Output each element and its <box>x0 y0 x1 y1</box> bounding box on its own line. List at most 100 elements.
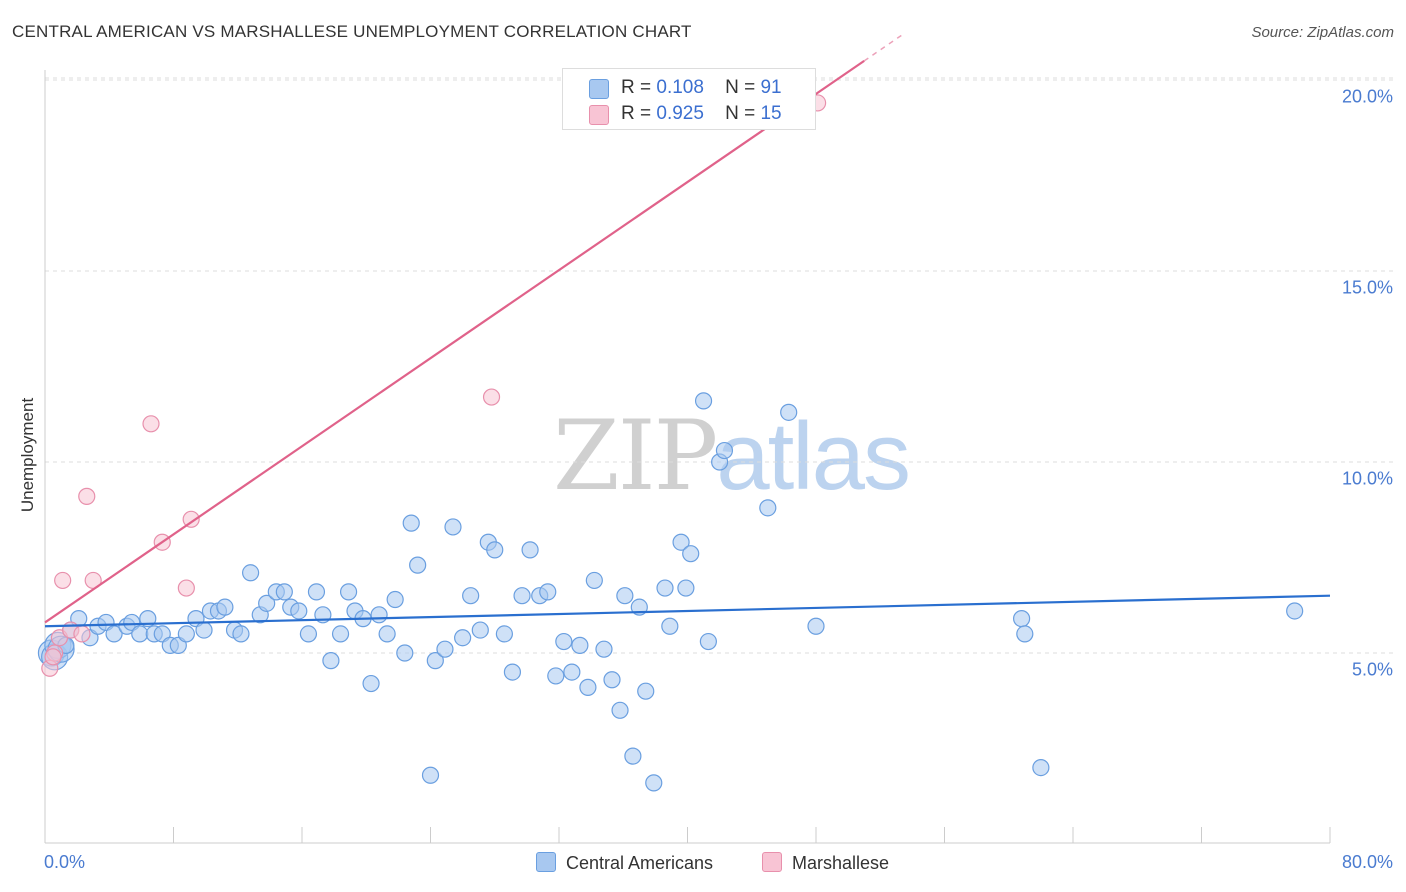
data-point-central-americans <box>486 541 504 559</box>
data-point-central-americans <box>585 571 603 590</box>
data-point-central-americans <box>242 564 260 582</box>
y-tick-label: 15.0% <box>1341 277 1393 298</box>
data-point-central-americans <box>780 403 798 421</box>
data-point-central-americans <box>616 587 634 605</box>
legend-swatch-pink <box>762 852 782 872</box>
data-point-marshallese <box>73 625 91 643</box>
data-point-central-americans <box>421 766 440 784</box>
data-point-central-americans <box>105 625 123 643</box>
y-tick-label: 10.0% <box>1341 468 1393 489</box>
data-point-central-americans <box>299 625 318 643</box>
legend-r-value: 0.108 <box>656 77 704 98</box>
data-point-central-americans <box>396 644 414 662</box>
data-point-central-americans <box>258 594 276 612</box>
legend-label: Central Americans <box>566 853 714 873</box>
data-point-central-americans <box>521 541 539 559</box>
y-tick-label: 5.0% <box>1351 659 1393 680</box>
data-point-central-americans <box>677 579 695 597</box>
data-point-central-americans <box>624 747 642 765</box>
data-point-central-americans <box>462 587 480 605</box>
data-point-marshallese <box>182 510 200 528</box>
data-point-central-americans <box>579 678 597 696</box>
data-point-central-americans <box>370 606 388 624</box>
data-point-central-americans <box>195 621 213 639</box>
data-point-central-americans <box>563 663 581 681</box>
legend-r-label: R = <box>621 77 652 98</box>
chart-title: CENTRAL AMERICAN VS MARSHALLESE UNEMPLOY… <box>12 22 692 41</box>
data-point-central-americans <box>661 617 679 635</box>
y-tick-label: 20.0% <box>1341 86 1393 107</box>
x-tick-label: 0.0% <box>44 852 86 872</box>
data-point-central-americans <box>1012 610 1031 628</box>
data-point-central-americans <box>571 636 589 654</box>
data-point-marshallese <box>44 648 62 666</box>
data-point-central-americans <box>611 701 629 719</box>
data-point-central-americans <box>1286 602 1304 620</box>
correlation-legend: R = 0.108 N = 91 R = 0.925 N = 15 <box>562 68 816 130</box>
data-point-central-americans <box>547 667 565 685</box>
source-label: Source: ZipAtlas.com <box>1251 24 1394 41</box>
data-point-central-americans <box>495 625 513 643</box>
data-point-central-americans <box>1016 625 1034 643</box>
data-point-marshallese <box>142 415 160 433</box>
data-point-central-americans <box>471 621 489 639</box>
data-point-central-americans <box>645 774 663 792</box>
data-point-central-americans <box>402 514 420 532</box>
data-point-central-americans <box>216 598 234 616</box>
legend-r-value: 0.925 <box>656 103 704 124</box>
data-point-marshallese <box>54 571 72 590</box>
data-point-central-americans <box>331 625 350 643</box>
bottom-legend-central-americans: Central Americans <box>536 852 713 874</box>
trend-line-central-americans <box>44 594 1331 628</box>
data-point-central-americans <box>339 583 358 601</box>
y-axis-label: Unemployment <box>18 397 37 513</box>
legend-n-label: N = <box>725 77 756 98</box>
data-point-central-americans <box>1032 758 1050 777</box>
data-point-central-americans <box>672 533 690 551</box>
legend-r-label: R = <box>621 103 652 124</box>
data-point-central-americans <box>454 629 472 647</box>
data-point-central-americans <box>656 579 674 597</box>
data-point-central-americans <box>694 392 713 410</box>
data-point-central-americans <box>807 617 825 635</box>
data-point-central-americans <box>386 590 404 609</box>
data-point-central-americans <box>307 583 326 601</box>
data-point-central-americans <box>759 499 777 517</box>
data-point-central-americans <box>637 682 655 700</box>
data-point-central-americans <box>131 625 149 643</box>
data-point-central-americans <box>426 652 444 670</box>
legend-n-label: N = <box>725 103 756 124</box>
data-point-central-americans <box>290 602 308 620</box>
trend-line-marshallese <box>44 59 865 624</box>
legend-swatch-blue <box>536 852 556 872</box>
data-point-marshallese <box>78 487 96 505</box>
data-point-central-americans <box>503 663 522 681</box>
data-point-central-americans <box>699 632 717 651</box>
data-point-central-americans <box>275 583 293 601</box>
legend-label: Marshallese <box>792 853 890 873</box>
data-point-central-americans <box>513 587 531 605</box>
legend-swatch-pink <box>589 105 609 125</box>
data-point-central-americans <box>362 674 380 693</box>
data-point-central-americans <box>715 441 734 460</box>
bottom-legend-marshallese: Marshallese <box>762 852 889 874</box>
data-point-central-americans <box>177 625 195 643</box>
data-point-marshallese <box>482 388 501 406</box>
data-point-central-americans <box>682 545 700 563</box>
data-point-central-americans <box>436 640 454 658</box>
data-point-central-americans <box>603 671 621 689</box>
data-point-central-americans <box>539 583 557 601</box>
data-point-central-americans <box>555 632 573 651</box>
legend-n-value: 91 <box>760 77 782 98</box>
legend-n-value: 15 <box>760 103 782 124</box>
data-point-central-americans <box>232 625 250 643</box>
trend-extension-marshallese <box>863 32 905 62</box>
x-tick-label: 80.0% <box>1341 852 1393 872</box>
data-point-central-americans <box>595 640 613 658</box>
data-point-central-americans <box>409 556 427 574</box>
data-point-marshallese <box>177 579 195 597</box>
data-point-central-americans <box>378 625 396 643</box>
data-point-central-americans <box>444 518 462 536</box>
data-point-central-americans <box>322 652 340 670</box>
